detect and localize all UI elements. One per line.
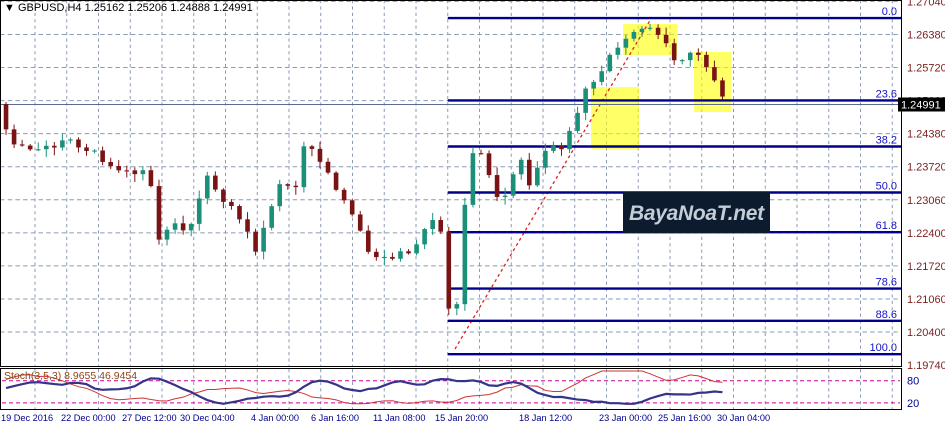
svg-text:88.6: 88.6 bbox=[876, 309, 897, 321]
svg-text:18 Jan 12:00: 18 Jan 12:00 bbox=[519, 413, 572, 423]
svg-text:19 Dec 2016: 19 Dec 2016 bbox=[1, 413, 53, 423]
svg-text:1.22400: 1.22400 bbox=[907, 228, 945, 240]
svg-text:27 Dec 12:00: 27 Dec 12:00 bbox=[122, 413, 177, 423]
svg-text:1.25720: 1.25720 bbox=[907, 63, 945, 75]
svg-text:1.26380: 1.26380 bbox=[907, 30, 945, 42]
svg-text:1.20400: 1.20400 bbox=[907, 327, 945, 339]
svg-text:1.27040: 1.27040 bbox=[907, 0, 945, 8]
svg-text:Stoch(3,5,3) 8.9655 46.9454: Stoch(3,5,3) 8.9655 46.9454 bbox=[4, 370, 137, 382]
svg-text:1.19740: 1.19740 bbox=[907, 360, 945, 372]
svg-text:15 Jan 20:00: 15 Jan 20:00 bbox=[435, 413, 488, 423]
svg-text:25 Jan 16:00: 25 Jan 16:00 bbox=[658, 413, 711, 423]
svg-text:0.0: 0.0 bbox=[882, 6, 897, 18]
svg-text:50.0: 50.0 bbox=[876, 181, 897, 193]
svg-text:BayaNoaT.net: BayaNoaT.net bbox=[629, 202, 765, 225]
svg-text:1.24991: 1.24991 bbox=[901, 100, 941, 112]
svg-text:1.23060: 1.23060 bbox=[907, 195, 945, 207]
svg-text:1.23720: 1.23720 bbox=[907, 162, 945, 174]
svg-text:6 Jan 16:00: 6 Jan 16:00 bbox=[311, 413, 359, 423]
svg-text:23 Jan 00:00: 23 Jan 00:00 bbox=[599, 413, 652, 423]
svg-text:23.6: 23.6 bbox=[876, 88, 897, 100]
svg-text:22 Dec 00:00: 22 Dec 00:00 bbox=[61, 413, 116, 423]
svg-text:61.8: 61.8 bbox=[876, 220, 897, 232]
svg-text:20: 20 bbox=[907, 398, 919, 410]
svg-text:100.0: 100.0 bbox=[869, 342, 897, 354]
svg-text:1.24380: 1.24380 bbox=[907, 129, 945, 141]
svg-text:1.21720: 1.21720 bbox=[907, 261, 945, 273]
svg-text:30 Dec 04:00: 30 Dec 04:00 bbox=[180, 413, 235, 423]
svg-text:1.21060: 1.21060 bbox=[907, 294, 945, 306]
svg-text:80: 80 bbox=[907, 376, 919, 388]
svg-text:4 Jan 00:00: 4 Jan 00:00 bbox=[251, 413, 299, 423]
svg-text:30 Jan 04:00: 30 Jan 04:00 bbox=[717, 413, 770, 423]
svg-text:▼ GBPUSD,H4 1.25162 1.25206: ▼ GBPUSD,H4 1.25162 1.25206 1.24888 1.24… bbox=[4, 2, 253, 14]
svg-text:78.6: 78.6 bbox=[876, 277, 897, 289]
svg-text:38.2: 38.2 bbox=[876, 135, 897, 147]
svg-text:11 Jan 08:00: 11 Jan 08:00 bbox=[373, 413, 425, 423]
